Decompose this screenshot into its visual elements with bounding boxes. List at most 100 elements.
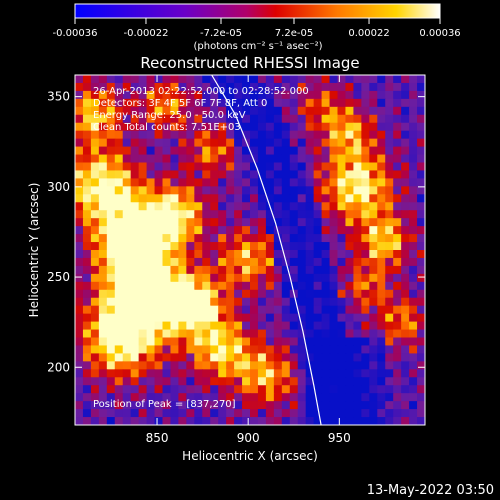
heatmap-cell [401, 138, 410, 148]
heatmap-cell [393, 154, 402, 164]
heatmap-cell [234, 393, 243, 402]
heatmap-cell [75, 226, 84, 235]
heatmap-cell [273, 98, 283, 108]
heatmap-cell [250, 122, 259, 132]
heatmap-cell [138, 210, 148, 219]
heatmap-cell [289, 321, 299, 331]
heatmap-cell [401, 345, 410, 354]
heatmap-cell [417, 170, 425, 179]
heatmap-cell [90, 417, 100, 425]
heatmap-cell [265, 313, 275, 323]
heatmap-cell [234, 417, 243, 425]
heatmap-cell [281, 313, 291, 323]
heatmap-cell [313, 162, 323, 172]
heatmap-cell [82, 321, 92, 331]
heatmap-cell [202, 250, 211, 259]
heatmap-cell [218, 250, 227, 259]
heatmap-cell [82, 297, 92, 307]
heatmap-cell [345, 178, 354, 187]
heatmap-cell [226, 106, 235, 116]
heatmap-cell [289, 337, 299, 347]
heatmap-cell [361, 122, 370, 132]
heatmap-cell [250, 385, 259, 394]
heatmap-cell [329, 409, 339, 418]
heatmap-cell [313, 361, 323, 370]
heatmap-cell [226, 162, 235, 172]
heatmap-cell [345, 417, 354, 425]
heatmap-cell [170, 321, 179, 331]
heatmap-cell [162, 385, 172, 394]
heatmap-cell [75, 353, 84, 362]
heatmap-cell [226, 321, 235, 331]
heatmap-cell [114, 146, 124, 156]
heatmap-cell [234, 202, 243, 211]
heatmap-cell [345, 130, 354, 140]
heatmap-cell [305, 202, 315, 211]
heatmap-cell [218, 337, 227, 347]
heatmap-cell [377, 417, 386, 425]
heatmap-cell [146, 75, 156, 84]
heatmap-cell [250, 90, 259, 100]
heatmap-cell [361, 178, 370, 187]
heatmap-cell [417, 313, 425, 323]
heatmap-cell [122, 257, 132, 267]
annotation-line: Detectors: 3F 4F 5F 6F 7F 8F, Att 0 [93, 98, 267, 109]
heatmap-cell [273, 321, 283, 331]
heatmap-cell [313, 98, 323, 108]
heatmap-cell [226, 146, 235, 156]
heatmap-cell [377, 250, 386, 259]
heatmap-cell [210, 90, 219, 100]
heatmap-cell [361, 146, 370, 156]
heatmap-cell [154, 353, 164, 362]
heatmap-cell [154, 273, 164, 283]
heatmap-cell [353, 265, 362, 275]
heatmap-cell [154, 106, 164, 116]
heatmap-cell [170, 393, 179, 402]
heatmap-cell [385, 401, 394, 410]
heatmap-cell [281, 226, 291, 235]
heatmap-cell [289, 409, 299, 418]
heatmap-cell [186, 146, 195, 156]
heatmap-cell [417, 154, 425, 164]
heatmap-cell [369, 329, 378, 339]
heatmap-cell [75, 162, 84, 172]
heatmap-cell [106, 369, 116, 378]
heatmap-cell [202, 114, 211, 124]
heatmap-cell [146, 130, 156, 140]
heatmap-cell [401, 329, 410, 339]
heatmap-cell [281, 369, 291, 378]
heatmap-cell [401, 353, 410, 362]
heatmap-cell [170, 98, 179, 108]
heatmap-cell [353, 409, 362, 418]
heatmap-cell [337, 162, 347, 172]
heatmap-cell [329, 401, 339, 410]
heatmap-cell [321, 90, 331, 100]
heatmap-cell [353, 242, 362, 251]
heatmap-cell [210, 178, 219, 187]
heatmap-cell [409, 265, 418, 275]
heatmap-cell [305, 385, 315, 394]
heatmap-cell [393, 170, 402, 179]
heatmap-cell [265, 369, 275, 378]
heatmap-cell [409, 186, 418, 195]
heatmap-cell [289, 218, 299, 227]
heatmap-cell [361, 353, 370, 362]
heatmap-cell [242, 106, 251, 116]
heatmap-cell [98, 265, 108, 275]
heatmap-cell [202, 226, 211, 235]
heatmap-cell [377, 353, 386, 362]
heatmap-cell [345, 210, 354, 219]
heatmap-cell [289, 369, 299, 378]
heatmap-cell [409, 90, 418, 100]
heatmap-cell [250, 194, 259, 203]
heatmap-cell [75, 242, 84, 251]
heatmap-cell [393, 305, 402, 315]
heatmap-cell [393, 353, 402, 362]
heatmap-cell [90, 305, 100, 315]
heatmap-cell [377, 202, 386, 211]
heatmap-cell [90, 401, 100, 410]
heatmap-cell [90, 122, 100, 132]
heatmap-cell [98, 154, 108, 164]
heatmap-cell [329, 393, 339, 402]
heatmap-cell [122, 369, 132, 378]
